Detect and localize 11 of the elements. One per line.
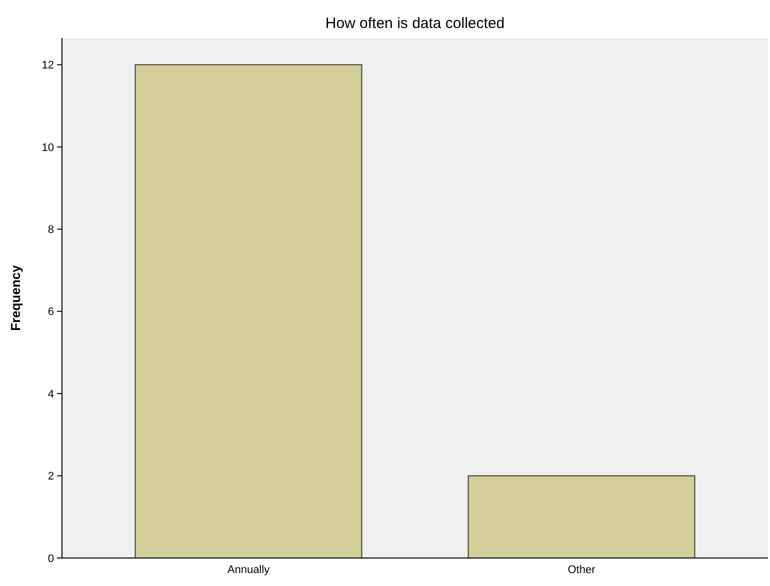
- y-tick-label: 4: [48, 388, 54, 400]
- y-tick-label: 12: [42, 60, 54, 72]
- x-tick-label: Other: [568, 564, 596, 576]
- chart-title: How often is data collected: [325, 15, 505, 32]
- y-tick-label: 10: [42, 142, 54, 154]
- y-axis-title: Frequency: [8, 264, 23, 331]
- y-tick-label: 6: [48, 306, 54, 318]
- y-tick-label: 8: [48, 224, 54, 236]
- x-tick-label: Annually: [227, 564, 270, 576]
- y-tick-label: 2: [48, 470, 54, 483]
- y-tick-label: 0: [48, 552, 54, 565]
